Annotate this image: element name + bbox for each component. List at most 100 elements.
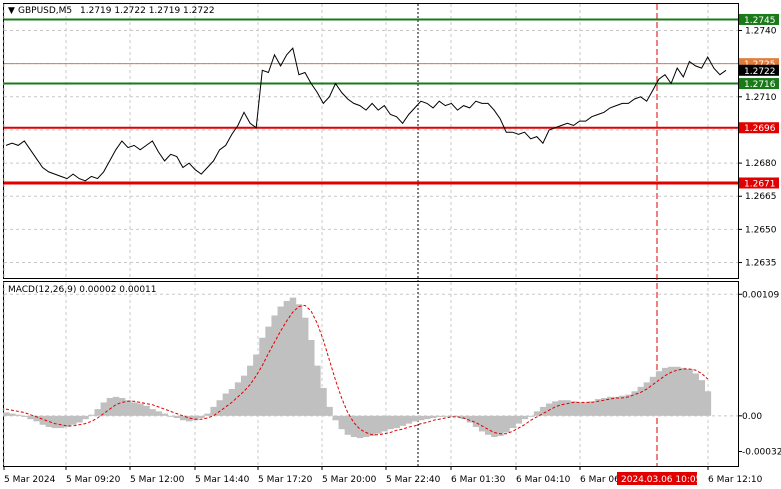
x-tick-label: 6 Mar 04:10 [516,475,571,485]
macd-bar [198,415,205,419]
level-tag-bg [739,122,779,134]
macd-bar [167,415,175,417]
macd-bar [582,402,590,416]
vertical-markers [417,4,658,466]
macd-bar [674,366,681,416]
macd-bar [314,365,321,416]
ohlc-label: 1.2719 1.2722 1.2719 1.2722 [80,6,215,16]
macd-bar [301,317,309,416]
x-tick-label: 6 Mar 06: [580,475,623,485]
macd-bar [399,415,407,426]
level-tag-bg [739,78,779,90]
macd-histogram [2,297,712,439]
macd-bar [454,415,461,417]
macd-bar [375,415,382,434]
macd-bar [253,354,260,416]
macd-bar [2,412,10,416]
symbol-label: GBPUSD,M5 [18,6,72,16]
macd-bar [521,415,529,420]
chart-menu-icon[interactable]: ▼ [8,6,15,16]
macd-bar [448,415,455,417]
macd-bar [625,394,632,416]
y-tick-label: 1.2635 [745,259,777,269]
macd-bar [637,386,645,416]
macd-bar [527,415,535,417]
macd-bar [106,397,114,416]
y-tick-label: 1.2740 [745,27,777,37]
time-highlight-bg [617,472,697,485]
macd-bar [15,414,22,416]
macd-bar [393,415,400,429]
macd-bar [362,415,370,438]
macd-bar [70,415,77,425]
macd-bar [247,365,254,416]
macd-bar [485,415,492,435]
time-axis: 5 Mar 2024 5 Mar 09:20 5 Mar 12:00 5 Mar 14… [3,466,763,485]
macd-bar [509,415,516,429]
macd-bar [680,367,687,416]
macd-bar [179,415,187,421]
x-tick-label: 5 Mar 17:20 [258,475,313,485]
macd-bar [76,415,83,423]
macd-bar [222,393,230,416]
macd-bar [704,391,712,416]
macd-bar [698,380,706,416]
macd-bar [661,367,669,416]
macd-bar [143,405,150,416]
macd-bar [94,409,101,416]
macd-bar [576,402,583,416]
macd-bar [9,413,16,416]
macd-bar [356,415,364,439]
macd-bar [649,376,657,416]
macd-bar [308,339,315,416]
y-tick-label: 1.2680 [745,159,777,169]
current-price-tag: 1.2722 [744,67,776,77]
macd-bar [100,402,108,416]
macd-bar [417,415,425,421]
macd-bar [277,306,285,416]
macd-bar [33,415,40,422]
y-tick-label: 1.2665 [745,192,777,202]
y-tick-label: 1.2650 [745,225,777,235]
macd-bar [45,415,53,427]
macd-bar [570,401,577,416]
macd-label: MACD(12,26,9) 0.00002 0.00011 [8,285,157,295]
macd-bar [131,402,138,416]
y-tick-label: 1.2710 [745,93,777,103]
macd-bar [161,413,169,416]
macd-bar [643,382,651,416]
x-tick-label: 5 Mar 12:00 [130,475,185,485]
macd-bar [594,399,602,416]
macd-bar [503,415,510,433]
macd-bar [39,415,47,425]
macd-bar [381,415,388,432]
level-tag: 1.2716 [744,80,776,90]
macd-bar [411,415,419,422]
macd-bar [478,415,486,432]
macd-bar [112,396,120,416]
macd-bar [619,395,626,416]
macd-bar [234,382,242,416]
macd-bar [173,415,181,419]
macd-tick-label: -0.00032 [742,448,781,458]
macd-bar [63,415,71,427]
macd-bar [558,400,565,416]
macd-panel-frame [3,281,739,467]
macd-bar [369,415,376,436]
level-tag-bg [739,58,779,70]
price-panel-frame [3,3,739,279]
macd-bar [387,415,394,430]
macd-bar [515,415,522,424]
macd-bar [125,400,132,416]
macd-bar [88,414,95,416]
macd-bar [57,415,65,429]
macd-bar [436,415,443,417]
macd-bar [466,415,474,423]
x-tick-label: 5 Mar 20:00 [322,475,377,485]
macd-bar [82,415,89,420]
macd-signal-line [5,304,709,436]
level-tag-bg [739,13,779,25]
macd-bar [326,406,333,416]
